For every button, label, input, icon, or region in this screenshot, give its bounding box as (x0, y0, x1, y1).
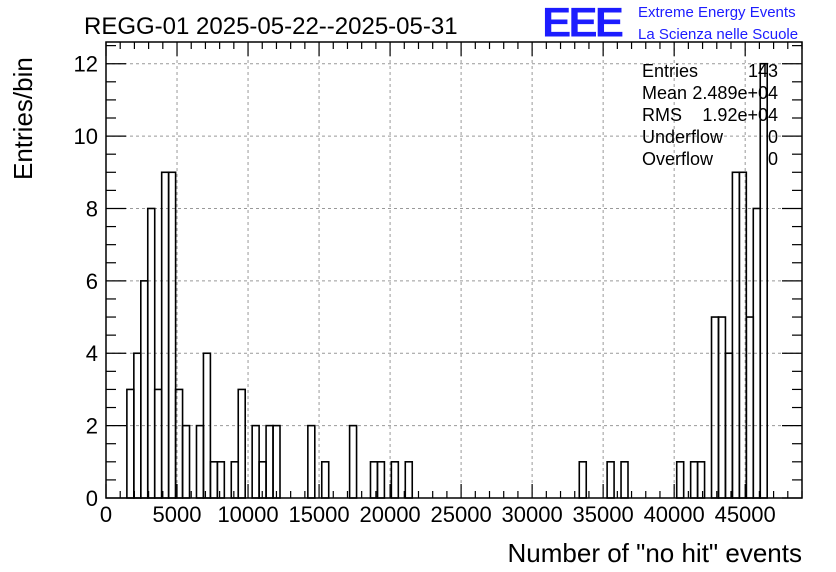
x-tick-label: 0 (100, 502, 112, 527)
grid-lines (105, 42, 802, 499)
stats-value: 0 (768, 127, 778, 147)
histogram-bin (140, 280, 149, 499)
histogram-bin (265, 424, 274, 499)
stats-value: 0 (768, 149, 778, 169)
eee-logo: EEE Extreme Energy Events La Scienza nel… (540, 0, 836, 46)
histogram-bin (272, 424, 281, 499)
eee-logo-mark: EEE (542, 0, 624, 46)
x-tick-label: 15000 (288, 502, 349, 527)
y-tick-label: 0 (86, 486, 98, 511)
histogram-bin (348, 424, 358, 499)
histogram-bin (160, 171, 170, 499)
y-tick-label: 4 (86, 341, 98, 366)
histogram-bin (237, 388, 247, 499)
stats-value: 1.92e+04 (702, 105, 778, 125)
histogram-bin (181, 424, 191, 499)
stats-label: Entries (642, 61, 698, 81)
histogram-bin (390, 461, 400, 499)
y-tick-label: 2 (86, 414, 98, 439)
stats-label: Underflow (642, 127, 724, 147)
x-axis-label: Number of "no hit" events (508, 538, 803, 568)
histogram-bin (195, 424, 205, 499)
histogram-bin (578, 461, 588, 499)
histogram-bin (209, 461, 219, 499)
x-tick-label: 10000 (217, 502, 278, 527)
x-tick-label: 35000 (573, 502, 634, 527)
histogram-bin (376, 461, 386, 499)
y-tick-label: 12 (74, 52, 98, 77)
x-tick-label: 25000 (431, 502, 492, 527)
histogram-bin (717, 316, 727, 499)
x-tick-label: 30000 (502, 502, 563, 527)
chart-title: REGG-01 2025-05-22--2025-05-31 (84, 13, 458, 40)
histogram-bin (710, 316, 720, 499)
histogram-bin (675, 461, 685, 499)
x-tick-label: 45000 (715, 502, 776, 527)
histogram-bin (738, 171, 748, 499)
stats-value: 143 (748, 61, 778, 81)
histogram-bin (606, 461, 615, 499)
histogram-bin (689, 461, 699, 499)
histogram-bin (216, 461, 226, 499)
plot-frame (105, 41, 803, 499)
y-tick-label: 10 (74, 124, 98, 149)
y-tick-label: 8 (86, 196, 98, 221)
stats-box: Entries 143 Mean 2.489e+04 RMS 1.92e+04Underf… (642, 61, 778, 169)
histogram-bin (167, 171, 177, 499)
stats-value: 2.489e+04 (692, 83, 778, 103)
x-tick-labels: 0 5000 10000 15000 20000 25000 30000 35000 40000… (100, 502, 776, 527)
y-tick-label: 6 (86, 269, 98, 294)
x-tick-label: 40000 (644, 502, 705, 527)
histogram-bin (620, 461, 629, 499)
x-tick-label: 20000 (359, 502, 420, 527)
histogram-bin (731, 171, 741, 499)
histogram-bin (251, 424, 260, 499)
histogram-bin (745, 316, 755, 499)
histogram-bin (320, 461, 330, 499)
y-axis-label: Entries/bin (8, 57, 38, 180)
stats-label: RMS (642, 105, 682, 125)
histogram-bin (404, 461, 414, 499)
histogram-bin (126, 388, 135, 499)
histogram-bin (307, 424, 316, 499)
x-tick-label: 5000 (153, 502, 202, 527)
y-tick-labels: 0 2 4 6 8 10 12 (74, 52, 98, 511)
axis-ticks (105, 42, 803, 499)
logo-line-2: La Scienza nelle Scuole (638, 26, 799, 43)
histogram-bin (696, 461, 706, 499)
stats-label: Overflow (642, 149, 714, 169)
stats-label: Mean (642, 83, 687, 103)
logo-line-1: Extreme Energy Events (638, 4, 796, 21)
histogram-bin (230, 461, 240, 499)
histogram-bin (153, 388, 163, 499)
